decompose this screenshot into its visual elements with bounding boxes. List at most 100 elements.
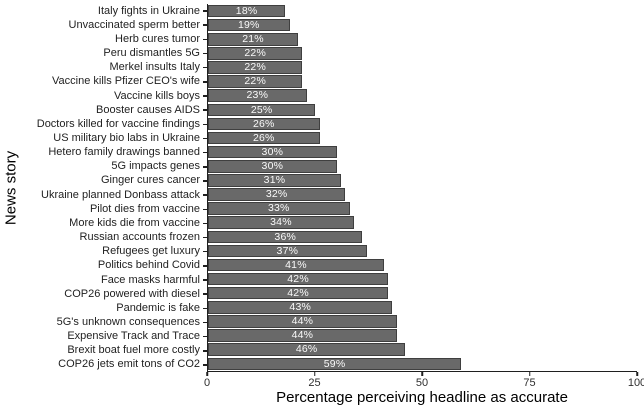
category-label: Herb cures tumor <box>115 32 200 45</box>
bar-value-label: 22% <box>244 61 266 74</box>
category-label-row: 5G impacts genes <box>0 160 207 174</box>
category-label: Peru dismantles 5G <box>103 47 200 60</box>
bar: 59% <box>208 357 462 371</box>
bar-row: 23% <box>208 89 637 103</box>
bar: 21% <box>208 33 299 46</box>
y-axis-tick <box>203 293 207 295</box>
category-label-row: US military bio labs in Ukraine <box>0 131 207 145</box>
category-label-row: Brexit boat fuel more costly <box>0 344 207 358</box>
bar-row: 43% <box>208 300 637 314</box>
y-axis-tick <box>203 265 207 267</box>
y-axis-tick <box>203 81 207 83</box>
y-axis-tick <box>203 350 207 352</box>
bar-row: 59% <box>208 357 637 371</box>
category-label: Face masks harmful <box>100 273 200 286</box>
category-label-row: Herb cures tumor <box>0 32 207 46</box>
category-label-row: Russian accounts frozen <box>0 231 207 245</box>
bar-value-label: 31% <box>263 174 286 187</box>
bar-row: 33% <box>208 202 637 216</box>
category-label: 5G's unknown consequences <box>56 316 200 329</box>
category-label: US military bio labs in Ukraine <box>53 131 200 144</box>
bar: 30% <box>208 145 337 159</box>
bar-row: 31% <box>208 173 637 187</box>
category-label-row: Unvaccinated sperm better <box>0 18 207 32</box>
bar-value-label: 41% <box>285 258 307 271</box>
category-label: Expensive Track and Trace <box>67 330 200 343</box>
bar-value-label: 22% <box>244 47 266 60</box>
bar-value-label: 36% <box>274 230 297 243</box>
bar-value-label: 46% <box>295 343 318 356</box>
y-axis-tick <box>203 250 207 253</box>
bar: 44% <box>208 329 397 342</box>
bar-row: 42% <box>208 272 637 286</box>
bar-row: 22% <box>208 75 637 89</box>
category-label-row: Peru dismantles 5G <box>0 46 207 60</box>
category-label: Hetero family drawings banned <box>48 146 200 159</box>
y-axis-tick <box>203 307 207 310</box>
category-label: 5G impacts genes <box>111 160 200 173</box>
bar-row: 37% <box>208 244 637 258</box>
category-label-row: Booster causes AIDS <box>0 103 207 117</box>
y-axis-tick <box>203 364 207 366</box>
category-label: Russian accounts frozen <box>79 231 200 244</box>
bar: 18% <box>208 4 286 18</box>
category-label: Ukraine planned Donbass attack <box>41 188 200 201</box>
x-axis-tick-labels: 0 25 50 75 100 <box>203 377 644 390</box>
category-label: Ginger cures cancer <box>100 174 200 187</box>
category-label-row: 5G's unknown consequences <box>0 315 207 329</box>
bar-row: 41% <box>208 258 637 272</box>
bar: 22% <box>208 47 303 60</box>
bar: 36% <box>208 230 363 244</box>
y-axis-tick <box>203 236 207 239</box>
y-axis-tick <box>203 123 207 126</box>
x-axis-tick <box>313 372 316 376</box>
x-axis-tick-label: 0 <box>203 377 211 389</box>
y-axis-tick <box>203 321 207 324</box>
bar-value-label: 25% <box>250 103 273 116</box>
bar: 42% <box>208 286 389 300</box>
y-axis-tick <box>203 335 207 338</box>
bar: 42% <box>208 272 389 286</box>
y-axis-tick <box>203 222 207 225</box>
category-label-row: Hetero family drawings banned <box>0 146 207 160</box>
category-label: Vaccine kills Pfizer CEO's wife <box>52 75 200 88</box>
x-axis-tick <box>206 372 208 376</box>
category-label: Politics behind Covid <box>97 259 200 272</box>
bar-value-label: 30% <box>261 145 284 158</box>
bar: 43% <box>208 301 393 314</box>
category-label: More kids die from vaccine <box>69 216 200 229</box>
bar-row: 21% <box>208 32 637 46</box>
bar: 44% <box>208 315 397 328</box>
bar-row: 19% <box>208 18 637 32</box>
category-label-row: Italy fights in Ukraine <box>0 4 207 18</box>
category-label-row: Vaccine kills Pfizer CEO's wife <box>0 75 207 89</box>
category-label: Pandemic is fake <box>116 301 200 314</box>
bar: 41% <box>208 258 384 272</box>
y-axis-tick <box>203 66 207 69</box>
bar: 23% <box>208 89 307 102</box>
bar: 34% <box>208 216 354 229</box>
category-label: Vaccine kills boys <box>114 89 200 102</box>
plot-area: 18% 19% 21% 22% 22% 22% 23% 25% 26% 26% 30% 30% 31% 3… <box>207 4 637 372</box>
bar-value-label: 34% <box>270 216 292 229</box>
y-axis-tick <box>203 38 207 41</box>
category-label: Unvaccinated sperm better <box>68 18 200 31</box>
bar: 46% <box>208 343 406 356</box>
bar-value-label: 44% <box>291 329 314 342</box>
x-axis-tick-label: 25 <box>308 377 321 389</box>
bar-value-label: 26% <box>252 131 275 144</box>
bar-row: 26% <box>208 117 637 131</box>
bar: 31% <box>208 174 341 187</box>
category-label: Brexit boat fuel more costly <box>67 344 200 357</box>
x-axis-tick <box>528 372 531 376</box>
y-axis-tick <box>203 194 207 196</box>
category-label: COP26 jets emit tons of CO2 <box>58 358 200 371</box>
bar-value-label: 26% <box>252 117 275 130</box>
category-label-row: Refugees get luxury <box>0 245 207 259</box>
bar-row: 26% <box>208 131 637 145</box>
y-axis-tick <box>203 279 207 281</box>
bar-row: 42% <box>208 286 637 300</box>
bar: 25% <box>208 103 316 117</box>
category-label-row: Pandemic is fake <box>0 301 207 315</box>
